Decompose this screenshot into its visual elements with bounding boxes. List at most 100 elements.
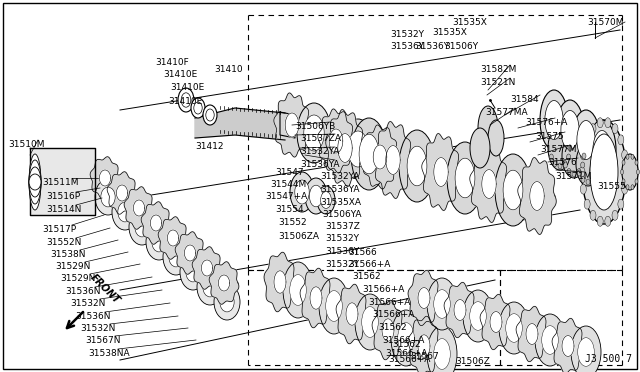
Text: 31535X: 31535X <box>452 18 487 27</box>
Ellipse shape <box>605 118 611 128</box>
Ellipse shape <box>591 177 595 183</box>
Text: 31562: 31562 <box>352 272 381 281</box>
Polygon shape <box>422 134 460 211</box>
Text: 31529N: 31529N <box>60 274 95 283</box>
Ellipse shape <box>540 90 568 150</box>
Text: 31536N: 31536N <box>75 312 111 321</box>
Ellipse shape <box>622 179 625 184</box>
Ellipse shape <box>319 278 349 334</box>
Ellipse shape <box>623 167 629 177</box>
Polygon shape <box>168 230 179 246</box>
Text: 31506Y: 31506Y <box>444 42 478 51</box>
Text: 31506ZA: 31506ZA <box>278 232 319 241</box>
Ellipse shape <box>118 202 132 222</box>
Polygon shape <box>530 182 544 211</box>
Polygon shape <box>318 109 354 173</box>
Ellipse shape <box>220 292 234 312</box>
Text: FRONT: FRONT <box>88 273 122 306</box>
Text: 31537ZA: 31537ZA <box>300 134 341 143</box>
Ellipse shape <box>579 167 585 177</box>
Ellipse shape <box>590 150 614 194</box>
Text: 31506YA: 31506YA <box>322 210 362 219</box>
Polygon shape <box>338 134 352 163</box>
Ellipse shape <box>463 290 493 342</box>
Ellipse shape <box>600 187 604 193</box>
Ellipse shape <box>545 100 563 140</box>
Ellipse shape <box>584 199 590 209</box>
Polygon shape <box>454 299 466 320</box>
Text: 31576: 31576 <box>548 158 577 167</box>
Polygon shape <box>184 245 196 261</box>
Text: 31532Y: 31532Y <box>390 30 424 39</box>
Ellipse shape <box>135 217 149 237</box>
Text: 31532N: 31532N <box>80 324 115 333</box>
Ellipse shape <box>214 284 240 320</box>
Ellipse shape <box>556 100 584 160</box>
Ellipse shape <box>582 120 626 224</box>
Ellipse shape <box>612 210 618 220</box>
Polygon shape <box>434 158 448 186</box>
Ellipse shape <box>304 115 324 151</box>
Ellipse shape <box>191 98 205 118</box>
Ellipse shape <box>348 131 368 167</box>
Ellipse shape <box>582 153 586 159</box>
Polygon shape <box>418 335 430 357</box>
Ellipse shape <box>618 135 624 145</box>
Ellipse shape <box>362 307 378 337</box>
Text: 31412: 31412 <box>195 142 223 151</box>
Text: 31575: 31575 <box>535 132 564 141</box>
Ellipse shape <box>112 194 138 230</box>
Ellipse shape <box>434 339 451 369</box>
Ellipse shape <box>203 105 217 125</box>
Ellipse shape <box>590 124 596 134</box>
Ellipse shape <box>577 170 581 176</box>
Ellipse shape <box>596 161 600 167</box>
Ellipse shape <box>186 262 200 282</box>
Text: 31529N: 31529N <box>55 262 90 271</box>
Polygon shape <box>482 170 496 198</box>
Text: 31552: 31552 <box>278 218 307 227</box>
Ellipse shape <box>578 338 595 366</box>
Polygon shape <box>150 215 161 231</box>
Ellipse shape <box>499 302 529 354</box>
Ellipse shape <box>566 154 571 160</box>
Polygon shape <box>444 282 476 338</box>
Text: 31584: 31584 <box>510 95 539 104</box>
Ellipse shape <box>618 199 624 209</box>
Text: 31535X: 31535X <box>432 28 467 37</box>
Text: 31506Z: 31506Z <box>455 357 490 366</box>
Ellipse shape <box>621 184 628 194</box>
Ellipse shape <box>595 170 598 176</box>
Text: 31576+A: 31576+A <box>525 118 568 127</box>
Text: 31532N: 31532N <box>70 299 106 308</box>
Text: 31536YA: 31536YA <box>300 160 339 169</box>
Text: 31532Y: 31532Y <box>325 234 359 243</box>
Text: 31552N: 31552N <box>46 238 81 247</box>
Ellipse shape <box>597 216 603 226</box>
Ellipse shape <box>580 162 585 168</box>
Polygon shape <box>175 232 205 274</box>
Polygon shape <box>158 217 188 259</box>
Ellipse shape <box>397 323 414 353</box>
Polygon shape <box>526 324 538 344</box>
Text: 31577M: 31577M <box>540 145 577 154</box>
Ellipse shape <box>595 185 599 190</box>
Ellipse shape <box>146 224 172 260</box>
Text: 31410E: 31410E <box>170 83 204 92</box>
Ellipse shape <box>391 310 421 366</box>
Text: 31517P: 31517P <box>42 225 76 234</box>
Text: 31582M: 31582M <box>480 65 516 74</box>
Text: 31566+A: 31566+A <box>388 355 430 364</box>
Ellipse shape <box>572 110 600 170</box>
Polygon shape <box>516 307 548 362</box>
Ellipse shape <box>597 118 603 128</box>
Ellipse shape <box>580 184 586 194</box>
Text: 31537Z: 31537Z <box>325 222 360 231</box>
Text: 31566+A: 31566+A <box>372 310 414 319</box>
Polygon shape <box>480 294 512 350</box>
Polygon shape <box>218 275 230 291</box>
Polygon shape <box>274 271 286 293</box>
Ellipse shape <box>470 302 486 330</box>
Ellipse shape <box>326 291 342 321</box>
Polygon shape <box>285 113 299 137</box>
